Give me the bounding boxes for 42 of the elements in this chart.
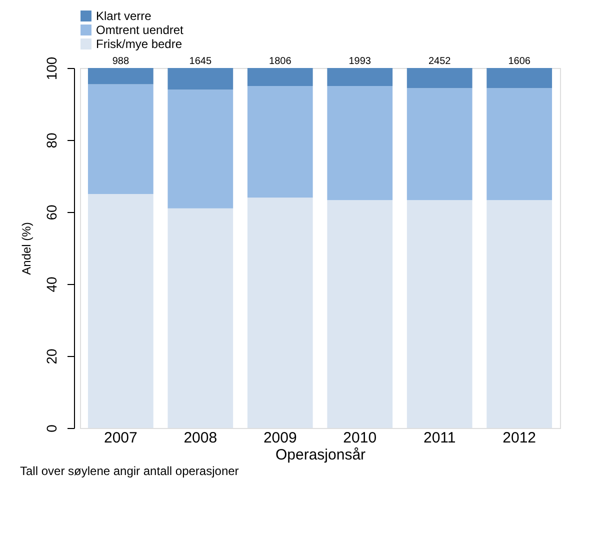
bar (486, 68, 552, 88)
bar (88, 68, 154, 84)
legend-label: Klart verre (96, 9, 152, 23)
annotation: 1606 (508, 56, 531, 67)
y-tick-label: 0 (44, 424, 60, 432)
annotation: 1806 (269, 56, 292, 67)
bar (247, 86, 313, 198)
annotation: 1993 (348, 56, 372, 67)
bar (327, 86, 393, 200)
x-tick-label: 2012 (502, 430, 536, 446)
bar (406, 88, 472, 200)
bar (406, 68, 472, 88)
bar (486, 200, 552, 428)
y-tick-label: 80 (44, 132, 60, 148)
x-tick-label: 2009 (263, 430, 297, 446)
bar (168, 68, 234, 90)
bar (247, 68, 313, 86)
bar (168, 90, 234, 208)
y-axis-title: Andel (%) (20, 222, 34, 275)
x-tick-label: 2007 (104, 430, 138, 446)
annotation: 1645 (189, 56, 212, 67)
y-tick-label: 20 (44, 348, 60, 364)
legend-label: Frisk/mye bedre (96, 37, 182, 51)
bar (486, 88, 552, 200)
y-tick-label: 40 (44, 276, 60, 292)
bar (327, 200, 393, 428)
legend-label: Omtrent uendret (96, 23, 184, 37)
annotation: 988 (112, 56, 130, 67)
x-tick-label: 2010 (343, 430, 377, 446)
bar (327, 68, 393, 86)
x-tick-label: 2011 (423, 430, 456, 446)
x-axis-title: Operasjonsår (275, 446, 366, 464)
y-tick-label: 60 (44, 204, 60, 220)
text: Tall over søylene angir antall operasjoner (20, 464, 239, 478)
y-tick-label: 100 (44, 56, 60, 80)
x-tick-label: 2008 (184, 430, 218, 446)
annotation: 2452 (428, 56, 452, 67)
bar (88, 84, 154, 194)
bar (168, 208, 234, 428)
bar (406, 200, 472, 428)
bar (88, 194, 154, 428)
bar (247, 198, 313, 428)
